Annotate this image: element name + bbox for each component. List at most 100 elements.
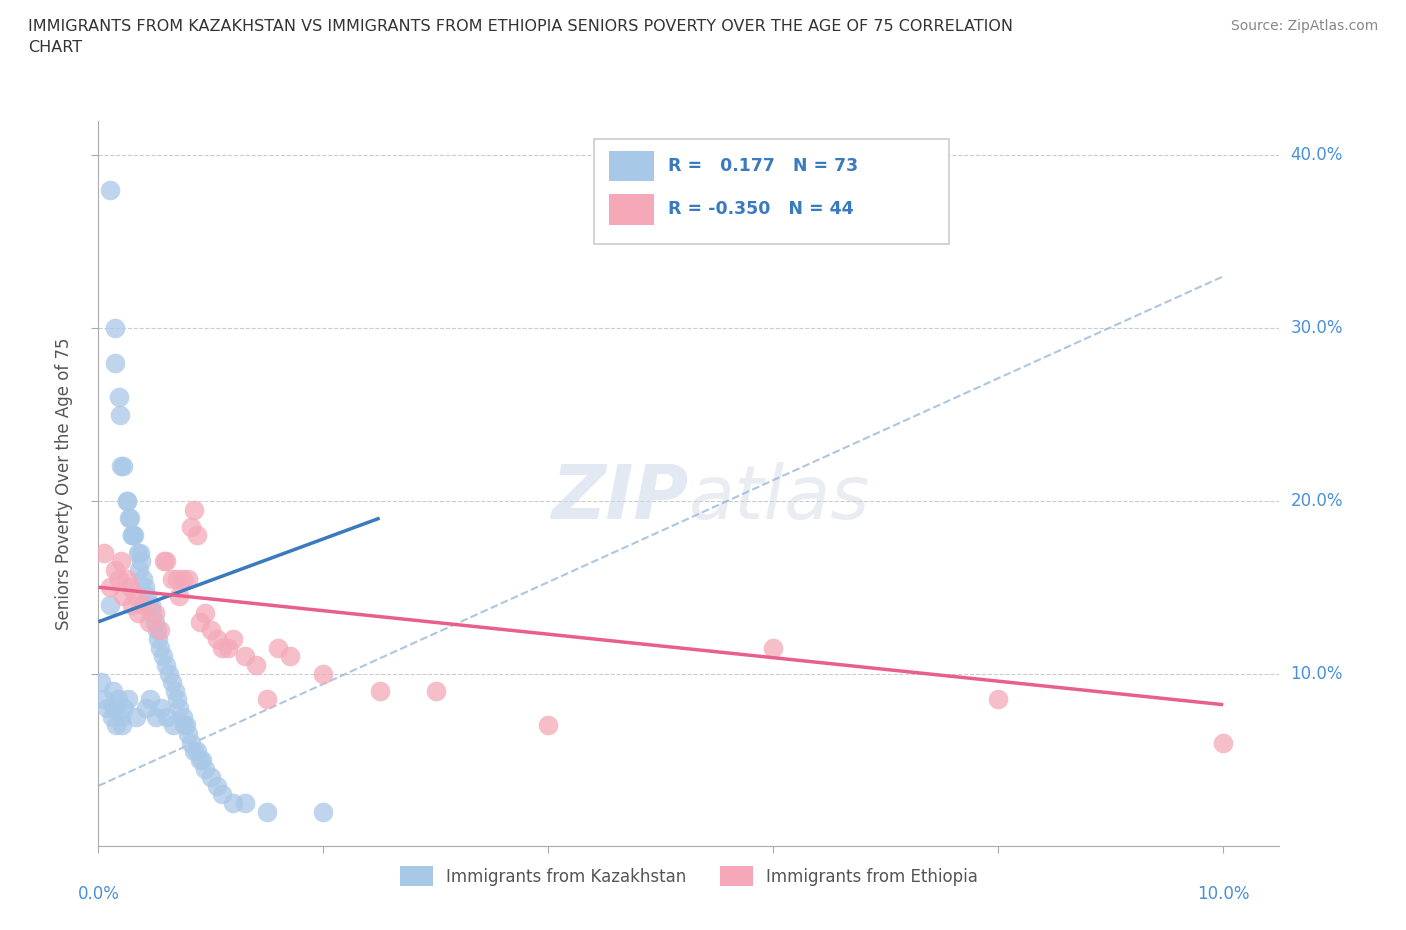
Point xyxy=(117,692,139,707)
Text: 20.0%: 20.0% xyxy=(1291,492,1343,510)
Point xyxy=(188,615,211,630)
Point xyxy=(200,623,222,638)
Point xyxy=(129,545,152,560)
Point xyxy=(110,710,132,724)
Point xyxy=(141,597,163,612)
Point xyxy=(186,744,208,759)
Point xyxy=(205,631,228,646)
Legend: Immigrants from Kazakhstan, Immigrants from Ethiopia: Immigrants from Kazakhstan, Immigrants f… xyxy=(392,860,986,893)
Point xyxy=(103,700,125,715)
Point xyxy=(1212,736,1234,751)
Point xyxy=(104,563,127,578)
Point xyxy=(188,752,211,767)
FancyBboxPatch shape xyxy=(609,194,654,225)
Point xyxy=(278,649,301,664)
Point xyxy=(134,579,156,594)
Point xyxy=(194,761,217,776)
Point xyxy=(177,571,200,586)
Point xyxy=(112,589,135,604)
Point xyxy=(135,589,157,604)
Point xyxy=(169,700,191,715)
Point xyxy=(127,605,149,620)
FancyBboxPatch shape xyxy=(595,139,949,245)
Point xyxy=(111,718,134,733)
Point xyxy=(118,511,141,525)
Point xyxy=(104,321,127,336)
Point xyxy=(169,589,191,604)
Point xyxy=(101,684,124,698)
Point xyxy=(118,511,141,525)
Point xyxy=(138,597,160,612)
Point xyxy=(163,684,186,698)
Text: R = -0.350   N = 44: R = -0.350 N = 44 xyxy=(668,200,853,219)
Point xyxy=(149,623,172,638)
Point xyxy=(132,571,155,586)
Point xyxy=(245,658,267,672)
Text: Source: ZipAtlas.com: Source: ZipAtlas.com xyxy=(1230,19,1378,33)
Point xyxy=(146,623,169,638)
Text: 0.0%: 0.0% xyxy=(77,885,120,903)
Point xyxy=(166,692,188,707)
Point xyxy=(256,804,278,819)
Point xyxy=(200,770,222,785)
Point xyxy=(211,640,233,655)
Point xyxy=(122,528,145,543)
Point xyxy=(96,700,118,715)
Text: 10.0%: 10.0% xyxy=(1197,885,1250,903)
Point xyxy=(118,579,141,594)
Point xyxy=(129,554,152,569)
Point xyxy=(222,796,245,811)
Point xyxy=(155,658,177,672)
Point xyxy=(143,605,166,620)
Point xyxy=(217,640,239,655)
Point xyxy=(987,692,1010,707)
Point xyxy=(139,692,162,707)
Point xyxy=(205,778,228,793)
FancyBboxPatch shape xyxy=(609,151,654,181)
Point xyxy=(186,528,208,543)
Point xyxy=(115,494,138,509)
Point xyxy=(177,726,200,741)
Point xyxy=(112,458,135,473)
Point xyxy=(98,597,121,612)
Point xyxy=(115,494,138,509)
Point xyxy=(143,615,166,630)
Y-axis label: Seniors Poverty Over the Age of 75: Seniors Poverty Over the Age of 75 xyxy=(55,338,73,630)
Point xyxy=(183,744,205,759)
Point xyxy=(112,700,135,715)
Point xyxy=(135,700,157,715)
Point xyxy=(104,355,127,370)
Text: R =   0.177   N = 73: R = 0.177 N = 73 xyxy=(668,157,858,175)
Point xyxy=(90,675,112,690)
Point xyxy=(211,787,233,802)
Point xyxy=(98,182,121,197)
Point xyxy=(124,710,146,724)
Point xyxy=(152,649,174,664)
Point xyxy=(150,700,173,715)
Point xyxy=(233,649,256,664)
Point xyxy=(149,640,172,655)
Point xyxy=(107,692,129,707)
Point xyxy=(121,597,143,612)
Text: atlas: atlas xyxy=(689,462,870,534)
Point xyxy=(93,545,115,560)
Point xyxy=(93,692,115,707)
Point xyxy=(762,640,785,655)
Text: 30.0%: 30.0% xyxy=(1291,319,1343,338)
Point xyxy=(233,796,256,811)
Point xyxy=(180,519,202,534)
Point xyxy=(110,554,132,569)
Point xyxy=(222,631,245,646)
Point xyxy=(121,528,143,543)
Point xyxy=(145,710,167,724)
Point xyxy=(160,571,183,586)
Point xyxy=(105,718,128,733)
Point xyxy=(160,675,183,690)
Point xyxy=(101,710,124,724)
Point xyxy=(172,710,194,724)
Point xyxy=(194,605,217,620)
Point xyxy=(110,458,132,473)
Point xyxy=(121,528,143,543)
Point xyxy=(166,571,188,586)
Point xyxy=(157,666,180,681)
